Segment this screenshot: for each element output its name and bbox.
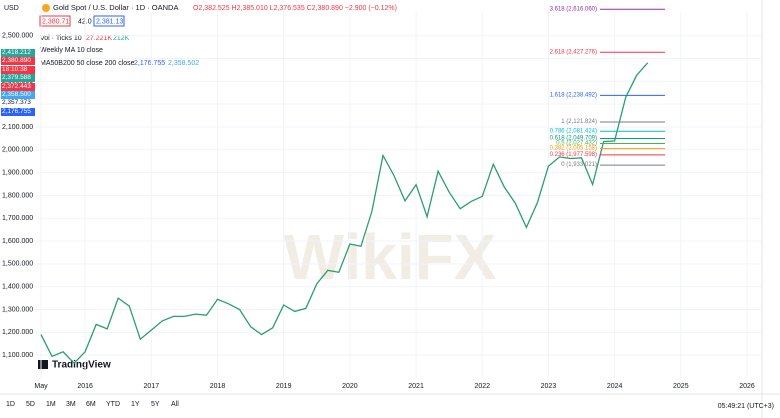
x-tick-label: 2019	[276, 383, 292, 390]
y-tick-label: 2,500.000	[2, 33, 33, 40]
y-tick-label: 1,900.000	[2, 169, 33, 176]
time-range-button[interactable]: 1D	[6, 401, 15, 408]
symbol: Gold Spot / U.S. Dollar · 1D · OANDA	[53, 3, 178, 12]
fib-label: 1 (2,121.824)	[561, 119, 597, 125]
weekly-ma: Weekly MA 10 close	[40, 47, 103, 54]
fib-label: 0.618 (2,049.709)	[550, 136, 597, 142]
x-tick-label: 2025	[673, 383, 689, 390]
fib-label: 0.236 (1,977.598)	[550, 152, 597, 158]
ma-value2: 2,358.502	[168, 60, 199, 67]
logo-icon	[38, 360, 48, 369]
y-tick-label: 2,000.000	[2, 147, 33, 154]
y-tick-label: 1,300.000	[2, 306, 33, 313]
price-tag: 2,358.500	[1, 91, 35, 99]
price-tag: 2,418.212	[1, 49, 35, 57]
price-tag: 18:10:38	[1, 65, 35, 74]
watermark: WikiFX	[284, 221, 497, 293]
volume-value: 27.221K	[86, 35, 112, 42]
y-tick-label: 1,200.000	[2, 329, 33, 336]
time-range-button[interactable]: 5D	[26, 401, 35, 408]
currency: USD	[4, 5, 19, 12]
x-tick-label: 2020	[342, 383, 358, 390]
y-tick-label: 1,700.000	[2, 215, 33, 222]
x-tick-label: 2024	[607, 383, 623, 390]
x-tick-label: 2026	[739, 383, 755, 390]
x-tick-label: 2017	[144, 383, 160, 390]
volume-label: Vol · Ticks 10	[40, 35, 82, 42]
y-tick-label: 1,500.000	[2, 261, 33, 268]
x-tick-label: 2021	[408, 383, 424, 390]
price-tag: 2,379.588	[1, 74, 35, 83]
buy-price[interactable]: 2,381.13	[96, 18, 123, 25]
fib-label: 3.618 (2,616.060)	[550, 6, 597, 12]
time-range-button[interactable]: 5Y	[151, 401, 160, 408]
ma-label: MA50B200 50 close 200 close	[40, 60, 135, 67]
price-line	[40, 62, 649, 365]
fib-label: 0.786 (2,081.424)	[550, 128, 597, 134]
ohlc: O2,382.525 H2,385.010 L2,376.535 C2,380.…	[193, 5, 397, 12]
symbol-icon	[42, 4, 50, 12]
y-tick-label: 2,100.000	[2, 124, 33, 131]
price-tag: 2,372.443	[1, 82, 35, 91]
price-tag: 2,380.890	[1, 57, 35, 66]
x-tick-label: 2016	[77, 383, 93, 390]
fib-label: 0 (1,933.021)	[561, 162, 597, 168]
buy-box[interactable]	[93, 15, 125, 27]
x-tick-label: 2018	[210, 383, 226, 390]
y-tick-label: 1,400.000	[2, 284, 33, 291]
x-tick-label: May	[34, 383, 48, 390]
ma-value1: 2,176.755	[134, 60, 165, 67]
time-range-button[interactable]: YTD	[106, 401, 120, 408]
y-tick-label: 1,600.000	[2, 238, 33, 245]
time-range-button[interactable]: 6M	[86, 401, 96, 408]
time-range-button[interactable]: All	[171, 401, 179, 408]
time-range-button[interactable]: 3M	[66, 401, 76, 408]
y-tick-label: 1,100.000	[2, 352, 33, 359]
price-tag: 2,357.373	[1, 99, 35, 108]
time-range-button[interactable]: 1Y	[131, 401, 140, 408]
fib-label: 1.618 (2,238.492)	[550, 92, 597, 98]
sell-price[interactable]: 2,380.71	[42, 18, 69, 25]
time-range-button[interactable]: 1M	[46, 401, 56, 408]
sell-box[interactable]	[39, 15, 71, 27]
fib-label: 0.5 (2,027.432)	[556, 141, 597, 147]
volume-value2: 212K	[113, 35, 130, 42]
fib-label: 2.618 (2,427.276)	[550, 49, 597, 55]
x-tick-label: 2022	[474, 383, 490, 390]
x-tick-label: 2023	[541, 383, 557, 390]
y-tick-label: 1,800.000	[2, 192, 33, 199]
clock: 05:49:21 (UTC+3)	[718, 403, 774, 410]
fib-label: 0.382 (2,005.158)	[550, 146, 597, 152]
logo: TradingView	[52, 360, 111, 371]
price-tag: 2,176.755	[1, 107, 35, 116]
